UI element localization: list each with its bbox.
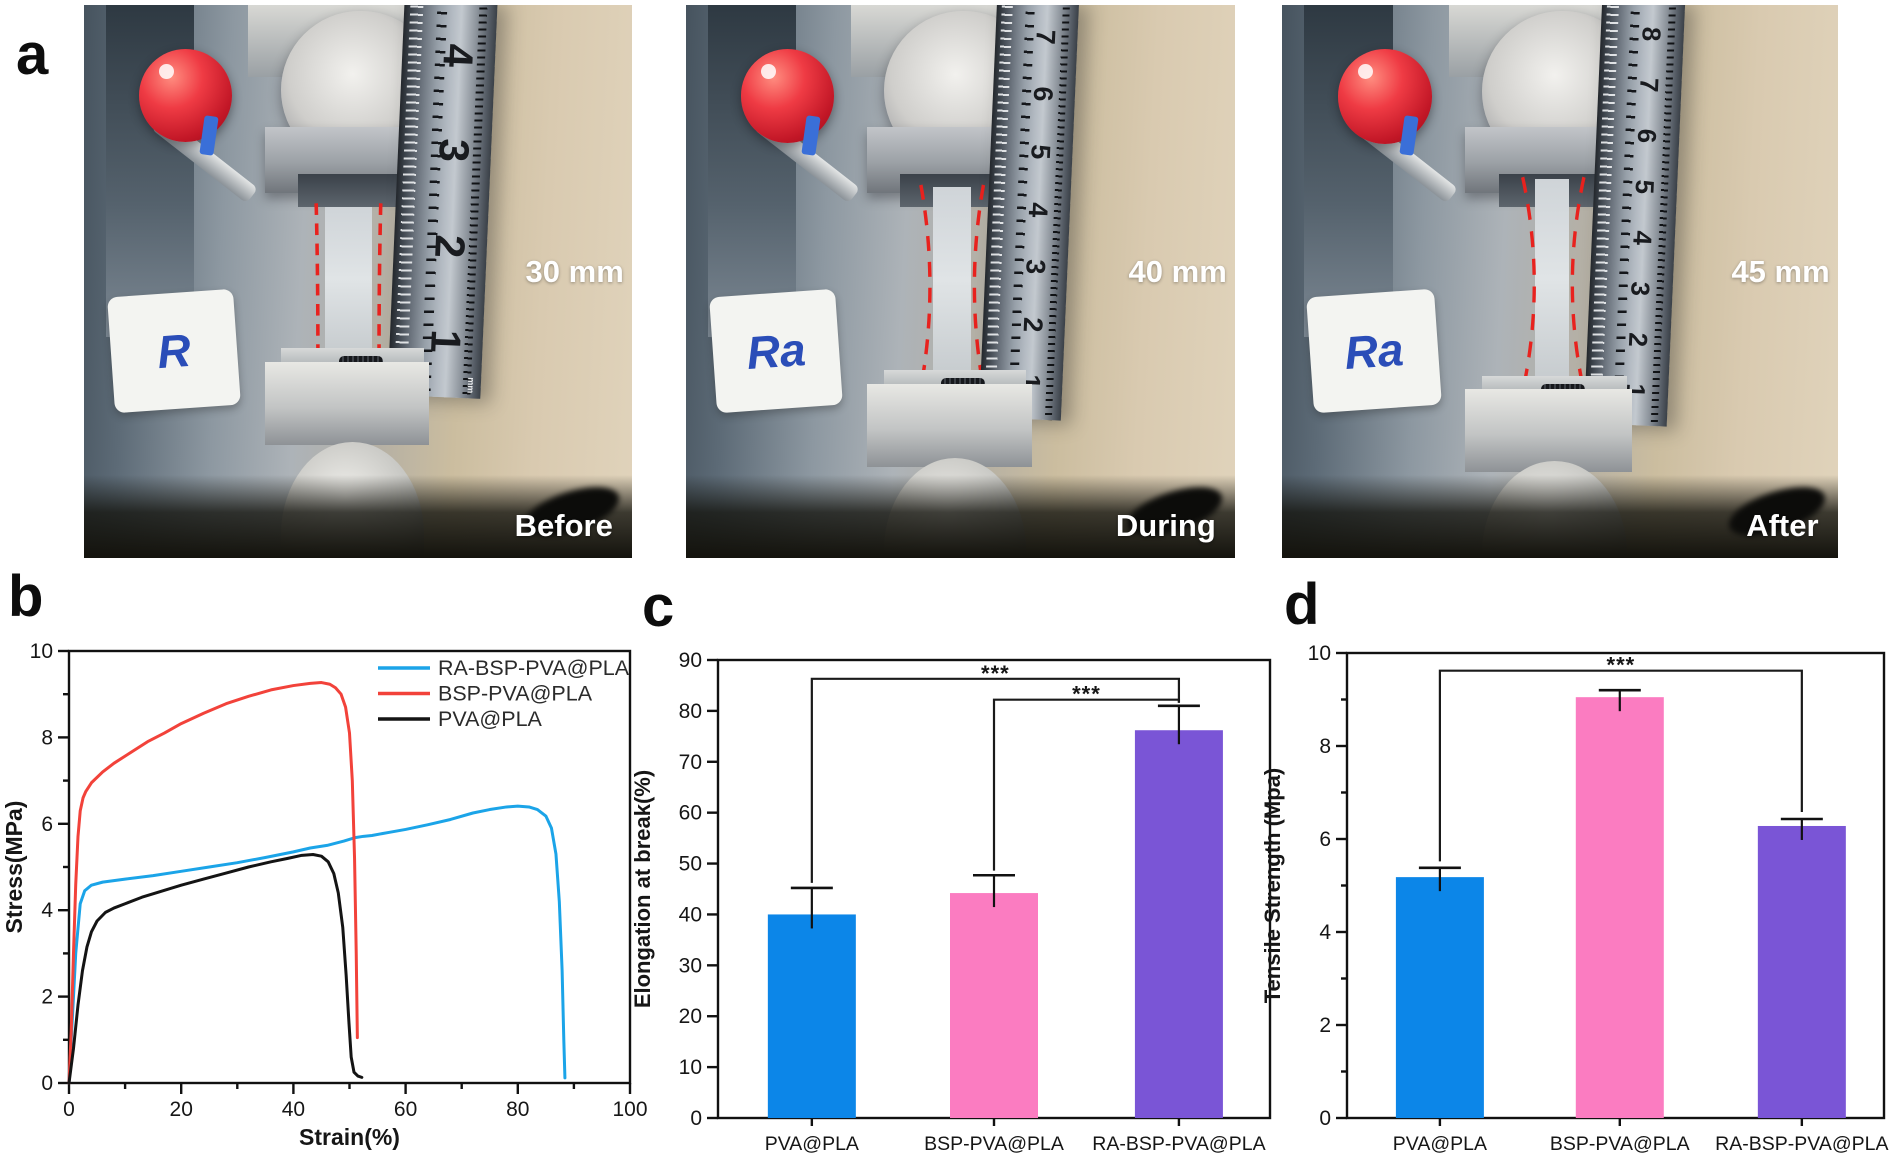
panel-label-c: c	[642, 574, 675, 639]
svg-text:***: ***	[1607, 653, 1636, 678]
svg-text:60: 60	[394, 1098, 417, 1121]
elongation-bar-chart: 0 10 20 30 40 50 60 70 80 90 PVA@PLA BSP-PVA@PLA RA-…	[630, 649, 1272, 1155]
svg-text:6: 6	[1319, 828, 1331, 851]
emergency-stop-button-icon	[1337, 49, 1433, 144]
svg-text:0: 0	[41, 1072, 53, 1095]
lower-clamp-block	[867, 383, 1032, 467]
ruler-number: 5	[1025, 144, 1056, 161]
svg-text:4: 4	[41, 899, 53, 922]
ruler-number: 8	[1636, 26, 1667, 42]
svg-text:100: 100	[612, 1098, 647, 1121]
svg-text:RA-BSP-PVA@PLA: RA-BSP-PVA@PLA	[1715, 1133, 1888, 1155]
svg-text:40: 40	[679, 903, 702, 926]
machine-logo-text: Ra	[1342, 322, 1405, 379]
ruler-number: 5	[1629, 179, 1661, 196]
svg-text:RA-BSP-PVA@PLA: RA-BSP-PVA@PLA	[438, 656, 630, 680]
stress-strain-line-chart: 0 20 40 60 80 100 0 2 4 6 8 10 Strain(%) Stress(MPa) R…	[1, 640, 648, 1150]
machine-logo-plate: R	[107, 288, 242, 413]
svg-text:2: 2	[1319, 1014, 1331, 1037]
svg-text:BSP-PVA@PLA: BSP-PVA@PLA	[1550, 1133, 1690, 1155]
emergency-stop-button-icon	[740, 49, 835, 143]
upper-grip	[297, 173, 408, 207]
svg-text:RA-BSP-PVA@PLA: RA-BSP-PVA@PLA	[1092, 1133, 1265, 1155]
svg-text:6: 6	[41, 813, 53, 836]
svg-text:10: 10	[30, 640, 53, 663]
ruler-number: 7	[1634, 77, 1665, 94]
svg-text:20: 20	[170, 1098, 193, 1121]
panel-label-d: d	[1284, 572, 1320, 637]
svg-text:80: 80	[679, 700, 702, 723]
svg-text:40: 40	[282, 1098, 305, 1121]
svg-text:0: 0	[1319, 1107, 1331, 1130]
svg-text:20: 20	[679, 1005, 702, 1028]
ruler-number: 4	[1022, 201, 1054, 219]
svg-text:2: 2	[41, 986, 53, 1009]
stage-label: Before	[514, 508, 613, 544]
stage-label: During	[1115, 508, 1216, 544]
svg-text:Strain(%): Strain(%)	[299, 1124, 400, 1150]
svg-text:10: 10	[679, 1056, 702, 1079]
ruler-number: 3	[1625, 281, 1656, 298]
lower-clamp-block	[1465, 389, 1633, 473]
svg-text:Stress(MPa): Stress(MPa)	[1, 801, 27, 934]
svg-text:8: 8	[1319, 735, 1331, 758]
gauge-length-label: 30 mm	[525, 253, 624, 289]
svg-text:8: 8	[41, 726, 53, 749]
svg-text:50: 50	[679, 853, 702, 876]
svg-text:BSP-PVA@PLA: BSP-PVA@PLA	[438, 682, 593, 706]
svg-text:Elongation at break(%): Elongation at break(%)	[630, 770, 655, 1008]
svg-text:70: 70	[679, 751, 702, 774]
machine-logo-text: R	[156, 323, 193, 378]
gauge-length-label: 45 mm	[1731, 253, 1830, 289]
ruler-unit-label: mm	[466, 377, 477, 395]
svg-text:4: 4	[1319, 921, 1331, 944]
ruler-number: 1	[422, 329, 471, 355]
svg-text:PVA@PLA: PVA@PLA	[438, 707, 543, 731]
machine-logo-plate: Ra	[709, 288, 844, 413]
svg-text:80: 80	[506, 1098, 529, 1121]
ruler-number: 4	[434, 43, 483, 69]
ruler-number: 3	[1019, 259, 1051, 276]
tensile-strength-bar-chart: 0 2 4 6 8 10 PVA@PLA BSP-PVA@PLA RA-BSP-PVA@PLA *…	[1260, 642, 1889, 1155]
svg-text:60: 60	[679, 802, 702, 825]
stage-label: After	[1746, 508, 1819, 544]
gauge-length-label: 40 mm	[1128, 253, 1227, 289]
ruler-number: 4	[1627, 230, 1659, 247]
machine-logo-plate: Ra	[1305, 288, 1442, 413]
svg-text:PVA@PLA: PVA@PLA	[1393, 1133, 1487, 1155]
panel-label-a: a	[16, 22, 49, 87]
svg-text:90: 90	[679, 649, 702, 672]
machine-logo-text: Ra	[745, 322, 808, 379]
svg-text:0: 0	[63, 1098, 75, 1121]
test-sample-strip	[1534, 179, 1570, 379]
svg-text:10: 10	[1308, 642, 1331, 665]
ruler-number: 6	[1631, 128, 1663, 145]
ruler-number: 6	[1027, 86, 1059, 103]
sample-outline-dashes	[314, 203, 383, 354]
svg-text:BSP-PVA@PLA: BSP-PVA@PLA	[924, 1133, 1064, 1155]
sample-outline-dashes	[1520, 176, 1586, 384]
svg-text:Tensile Strength (Mpa): Tensile Strength (Mpa)	[1260, 768, 1285, 1004]
svg-text:0: 0	[690, 1107, 702, 1130]
test-sample-strip	[933, 187, 972, 373]
ruler-number: 2	[1623, 332, 1654, 349]
svg-text:***: ***	[981, 661, 1010, 686]
emergency-stop-button-icon	[138, 49, 232, 143]
ruler-number: 2	[1017, 316, 1049, 334]
lower-clamp-block	[264, 361, 430, 445]
ruler-number: 3	[430, 138, 479, 164]
test-sample-strip	[325, 206, 372, 351]
ruler-number: 2	[426, 233, 475, 260]
svg-text:30: 30	[679, 954, 702, 977]
svg-text:PVA@PLA: PVA@PLA	[765, 1133, 859, 1155]
ruler-number: 7	[1030, 29, 1061, 46]
panel-label-b: b	[8, 564, 44, 629]
svg-text:***: ***	[1072, 682, 1101, 707]
